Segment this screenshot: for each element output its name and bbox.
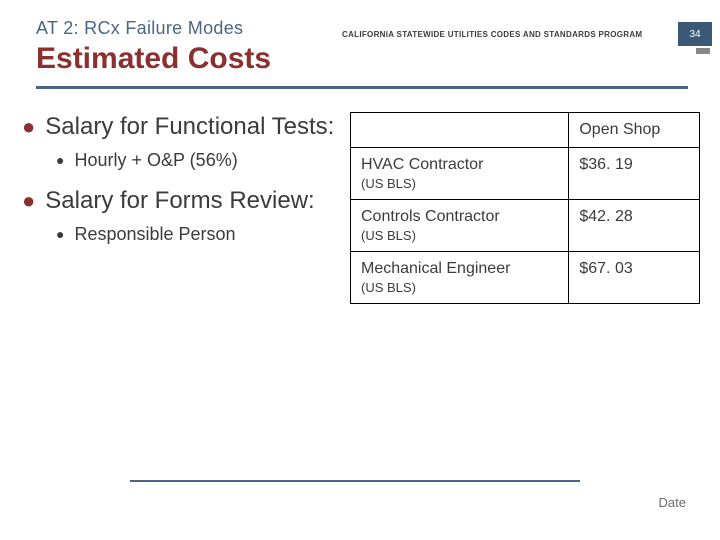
bullet-item-2: ● Salary for Forms Review: [20,186,342,216]
row-label: Mechanical Engineer [361,260,510,277]
title-rule [36,86,688,89]
table-column: Open Shop HVAC Contractor (US BLS) $36. … [350,112,700,304]
table-cell-label: Controls Contractor (US BLS) [351,200,569,252]
cost-table: Open Shop HVAC Contractor (US BLS) $36. … [350,112,700,304]
table-row: Mechanical Engineer (US BLS) $67. 03 [351,252,700,304]
date-label: Date [659,495,686,510]
content-area: ● Salary for Functional Tests: ● Hourly … [20,112,700,304]
table-cell-label: Mechanical Engineer (US BLS) [351,252,569,304]
row-sublabel: (US BLS) [361,280,558,295]
footer-rule [130,480,580,482]
page-number-box: 34 [678,22,712,46]
bullet-subtext: Hourly + O&P (56%) [74,148,237,172]
bullet-text: Salary for Functional Tests: [45,112,334,142]
bullet-text: Salary for Forms Review: [45,186,314,216]
bullet-dot-icon: ● [22,186,35,216]
bullet-subitem-1: ● Hourly + O&P (56%) [56,148,342,172]
table-cell-value: $42. 28 [569,200,700,252]
header-band: CALIFORNIA STATEWIDE UTILITIES CODES AND… [340,20,720,48]
row-sublabel: (US BLS) [361,228,558,243]
table-header-row: Open Shop [351,113,700,148]
table-row: HVAC Contractor (US BLS) $36. 19 [351,148,700,200]
program-label: CALIFORNIA STATEWIDE UTILITIES CODES AND… [340,30,678,39]
header-decorative-bar [696,48,710,54]
bullet-dot-icon: ● [56,222,64,246]
bullet-column: ● Salary for Functional Tests: ● Hourly … [20,112,350,304]
table-row: Controls Contractor (US BLS) $42. 28 [351,200,700,252]
table-cell-value: $36. 19 [569,148,700,200]
table-cell-label: HVAC Contractor (US BLS) [351,148,569,200]
table-header-blank [351,113,569,148]
kicker-text: AT 2: RCx Failure Modes [36,18,243,39]
bullet-item-1: ● Salary for Functional Tests: [20,112,342,142]
bullet-subitem-2: ● Responsible Person [56,222,342,246]
bullet-dot-icon: ● [22,112,35,142]
bullet-subtext: Responsible Person [74,222,235,246]
table-cell-value: $67. 03 [569,252,700,304]
row-label: HVAC Contractor [361,156,483,173]
table-header-open-shop: Open Shop [569,113,700,148]
row-label: Controls Contractor [361,208,500,225]
bullet-dot-icon: ● [56,148,64,172]
page-title: Estimated Costs [36,42,271,76]
row-sublabel: (US BLS) [361,176,558,191]
